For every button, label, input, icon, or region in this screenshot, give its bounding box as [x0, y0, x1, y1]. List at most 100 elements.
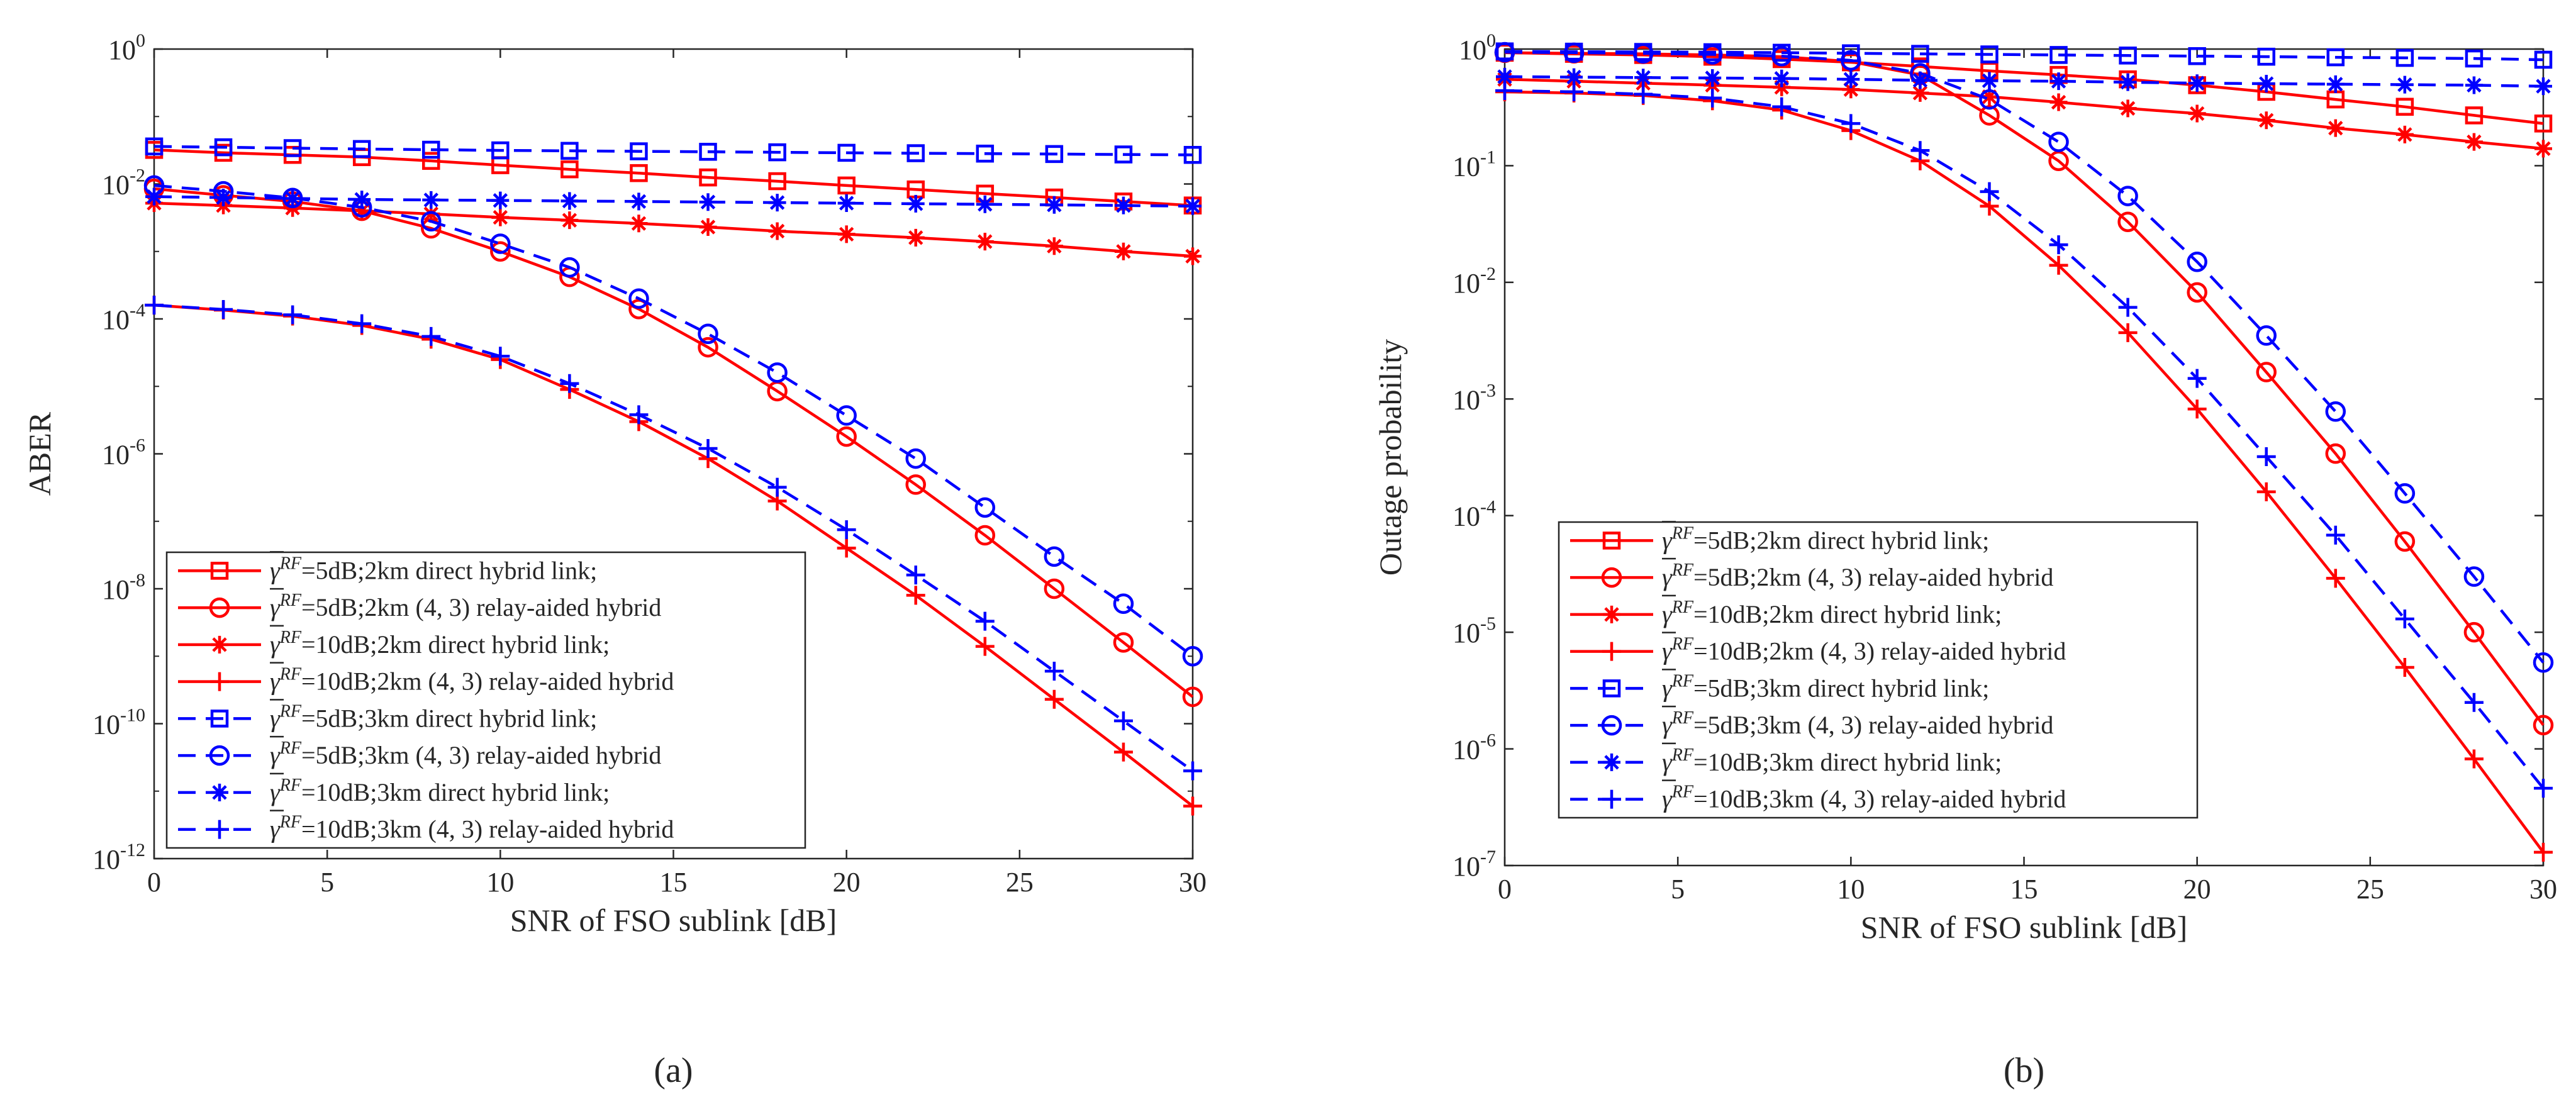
- data-point: [2534, 77, 2552, 96]
- data-point: [2326, 569, 2345, 588]
- y-tick-exponent: -6: [1480, 730, 1496, 751]
- data-point: [1911, 84, 1929, 102]
- legend-entry: γRF=5dB;2km (4, 3) relay-aided hybrid: [1662, 560, 2053, 591]
- y-tick-exponent: -4: [1480, 497, 1496, 518]
- data-point: [906, 144, 925, 162]
- data-point: [2118, 323, 2138, 342]
- data-point: [699, 168, 717, 187]
- data-point: [352, 314, 372, 333]
- y-tick-exponent: 0: [136, 30, 145, 51]
- data-point: [2463, 621, 2485, 643]
- y-tick-exponent: -3: [1480, 380, 1496, 401]
- legend-label: =10dB;2km direct hybrid link;: [301, 630, 610, 659]
- y-axis-label: ABER: [22, 411, 57, 496]
- data-point: [1979, 89, 2000, 110]
- legend-superscript: RF: [279, 665, 302, 684]
- legend-gamma: γ: [1662, 637, 1673, 665]
- legend-superscript: RF: [1671, 523, 1694, 543]
- legend-gamma: γ: [270, 704, 281, 732]
- legend: γRF=5dB;2km direct hybrid link;γRF=5dB;2…: [165, 551, 806, 849]
- y-tick-label: 10-5: [1452, 613, 1496, 649]
- data-point: [976, 233, 994, 251]
- legend-label: =5dB;3km (4, 3) relay-aided hybrid: [301, 741, 661, 769]
- y-tick-base: 10: [1452, 268, 1480, 299]
- data-point: [1841, 50, 1861, 71]
- y-tick-exponent: 0: [1486, 30, 1496, 51]
- data-point: [767, 362, 788, 383]
- legend-entry: γRF=10dB;2km direct hybrid link;: [1662, 598, 2002, 628]
- data-point: [768, 172, 786, 191]
- data-point: [1911, 71, 1929, 89]
- data-point: [837, 176, 856, 195]
- series-8: [1495, 81, 2553, 798]
- legend-superscript: RF: [1671, 708, 1694, 728]
- legend-marker: [1602, 679, 1621, 698]
- data-point: [560, 211, 579, 230]
- legend-label: =10dB;2km direct hybrid link;: [1693, 600, 2002, 628]
- data-point: [836, 426, 857, 447]
- data-point: [2463, 566, 2485, 587]
- legend-superscript: RF: [279, 776, 302, 795]
- data-point: [2325, 401, 2346, 422]
- data-point: [214, 299, 233, 319]
- data-point: [2119, 73, 2137, 91]
- legend-entry: γRF=10dB;3km direct hybrid link;: [270, 776, 610, 806]
- legend-entry: γRF=5dB;3km (4, 3) relay-aided hybrid: [1662, 708, 2053, 739]
- series-line: [1504, 77, 2544, 150]
- data-point: [1980, 182, 1999, 201]
- data-point: [1703, 88, 1722, 108]
- data-point: [491, 141, 510, 160]
- legend-entry: γRF=10dB;2km (4, 3) relay-aided hybrid: [1662, 635, 2066, 665]
- data-point: [2533, 715, 2554, 735]
- data-point: [422, 205, 440, 223]
- legend-superscript: RF: [1671, 782, 1694, 802]
- data-point: [284, 189, 302, 208]
- data-point: [2394, 531, 2416, 552]
- data-point: [2187, 399, 2207, 419]
- data-point: [2326, 119, 2345, 137]
- y-tick-exponent: -12: [120, 840, 145, 860]
- data-point: [2049, 235, 2068, 255]
- data-point: [1980, 72, 1999, 90]
- data-point: [2326, 75, 2345, 93]
- data-point: [1771, 45, 1792, 67]
- series-line: [1504, 50, 2544, 62]
- y-tick-label: 10-4: [1452, 497, 1496, 532]
- data-point: [2188, 104, 2206, 123]
- data-point: [837, 538, 856, 558]
- data-point: [976, 195, 994, 213]
- legend-marker: [1603, 605, 1620, 623]
- data-point: [2117, 211, 2138, 232]
- series-line: [153, 184, 1194, 658]
- y-tick-exponent: -10: [120, 705, 145, 726]
- legend-label: =10dB;3km (4, 3) relay-aided hybrid: [1693, 785, 2066, 813]
- y-tick-base: 10: [92, 844, 120, 875]
- x-tick-label: 15: [660, 867, 688, 898]
- data-point: [2257, 111, 2275, 130]
- data-point: [2187, 369, 2207, 388]
- data-point: [1182, 646, 1203, 667]
- data-point: [145, 187, 163, 206]
- legend-gamma: γ: [270, 556, 281, 584]
- data-point: [976, 144, 995, 163]
- data-point: [490, 241, 511, 262]
- y-tick-base: 10: [102, 440, 130, 471]
- data-point: [560, 374, 579, 393]
- legend-gamma: γ: [1662, 563, 1673, 591]
- data-point: [422, 191, 440, 209]
- legend-gamma: γ: [1662, 748, 1673, 776]
- legend-superscript: RF: [279, 591, 302, 610]
- series-line: [153, 303, 1194, 808]
- data-point: [2465, 133, 2483, 151]
- data-point: [2048, 131, 2069, 152]
- series-line: [1504, 89, 2545, 789]
- legend-superscript: RF: [1671, 598, 1694, 617]
- y-tick-label: 10-7: [1452, 847, 1496, 882]
- legend-superscript: RF: [279, 701, 302, 721]
- data-point: [1980, 45, 1999, 64]
- chart-panel-b: 0 5 10 15 20 25 3010-710-610-510-410-310-210-1…: [1373, 30, 2557, 1090]
- y-tick-base: 10: [1452, 501, 1480, 532]
- data-point: [905, 474, 926, 495]
- x-tick-label: 0: [147, 867, 161, 898]
- x-tick-label: 25: [1006, 867, 1034, 898]
